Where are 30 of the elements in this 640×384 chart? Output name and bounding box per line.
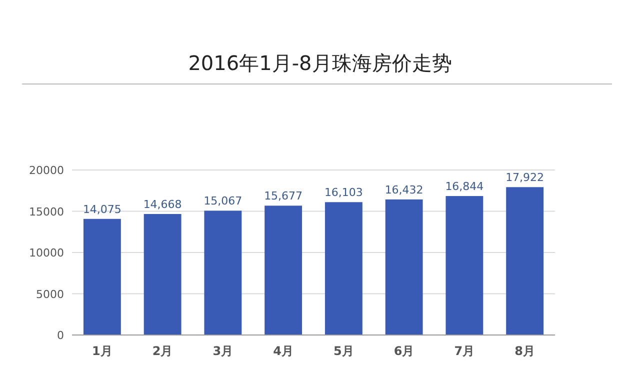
y-tick-label: 10000: [29, 246, 64, 260]
y-tick-label: 15000: [29, 205, 64, 218]
data-label: 17,922: [506, 171, 544, 184]
data-label: 16,432: [384, 183, 424, 196]
bar: [446, 196, 484, 335]
x-tick-label: 8月: [514, 344, 535, 358]
bar: [324, 202, 362, 335]
x-tick-label: 5月: [334, 344, 354, 358]
data-label: 16,103: [324, 186, 363, 200]
data-label: 15,677: [264, 190, 303, 203]
data-label: 14,075: [82, 202, 122, 216]
bar: [385, 199, 423, 335]
x-tick-label: 3月: [212, 344, 234, 358]
bar: [506, 187, 544, 335]
data-label: 14,668: [143, 198, 182, 211]
y-tick-label: 20000: [29, 164, 64, 177]
x-tick-label: 4月: [273, 344, 294, 358]
bar: [144, 214, 182, 335]
x-tick-label: 2月: [152, 344, 173, 358]
bar: [204, 210, 242, 335]
x-tick-label: 1月: [92, 344, 112, 358]
bar: [83, 218, 121, 335]
bar: [264, 206, 302, 335]
chart-title: 2016年1月-8月珠海房价走势: [188, 51, 452, 75]
data-label: 16,844: [445, 180, 484, 194]
x-tick-label: 7月: [454, 344, 475, 358]
x-tick-label: 6月: [394, 344, 414, 358]
y-tick-label: 0: [57, 329, 64, 342]
y-tick-label: 5000: [36, 288, 64, 301]
data-label: 15,067: [204, 194, 242, 208]
